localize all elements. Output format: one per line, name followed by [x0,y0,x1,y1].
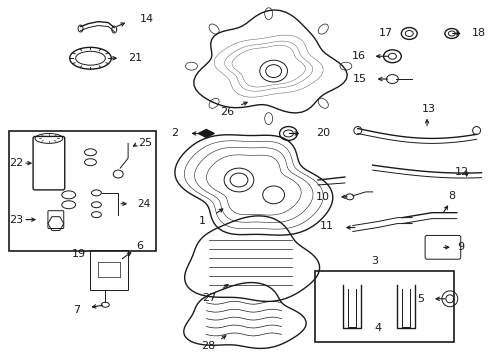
Bar [9,131,156,251]
Text: 16: 16 [351,51,365,61]
Text: 7: 7 [73,305,81,315]
Text: 26: 26 [220,107,234,117]
Text: 4: 4 [373,324,380,333]
Text: 10: 10 [315,192,329,202]
Text: 3: 3 [370,256,377,266]
Text: 14: 14 [140,14,154,24]
Text: 23: 23 [9,215,23,225]
Text: 21: 21 [128,53,142,63]
Text: 24: 24 [137,199,150,209]
Text: 1: 1 [199,216,205,226]
Text: 12: 12 [454,167,468,177]
Text: 5: 5 [416,294,423,304]
Text: 15: 15 [352,74,366,84]
Text: 2: 2 [171,129,178,139]
Text: 22: 22 [9,158,23,168]
Bar [315,271,453,342]
Text: 13: 13 [421,104,435,114]
Text: 20: 20 [316,129,330,139]
Text: 11: 11 [319,221,333,230]
Text: 28: 28 [201,341,215,351]
Text: 6: 6 [136,241,143,251]
Text: 8: 8 [447,191,454,201]
Text: 27: 27 [202,293,216,303]
Text: 17: 17 [379,28,393,39]
Text: 9: 9 [456,242,463,252]
Polygon shape [198,130,214,138]
Text: 18: 18 [470,28,485,39]
Text: 19: 19 [71,249,85,259]
Text: 25: 25 [138,138,152,148]
